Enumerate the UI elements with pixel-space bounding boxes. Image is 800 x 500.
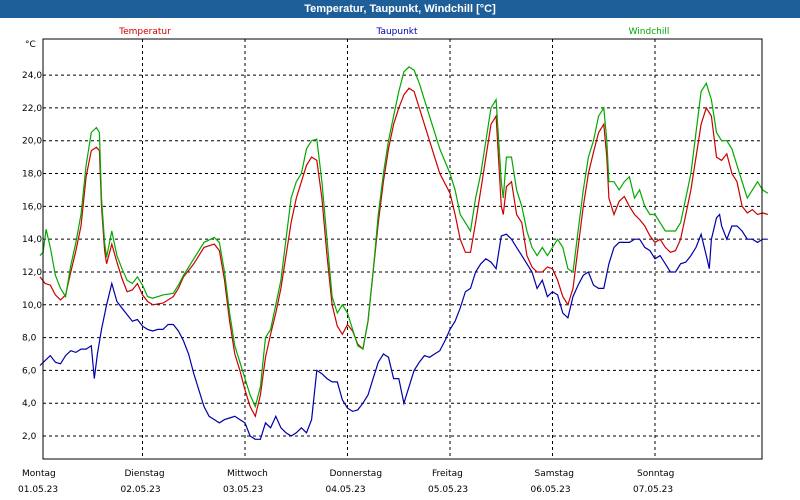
chart-title: Temperatur, Taupunkt, Windchill [°C] [0,0,800,18]
x-axis-ticks: Montag 01.05.23 Dienstag 02.05.23 Mittwoch 03… [18,469,674,495]
y-tick-label: 12,0 [22,268,42,278]
x-tick-date-label: 05.05.23 [428,485,468,495]
chart-legend: Temperatur Taupunkt Windchill [118,27,669,37]
x-tick-date-label: 02.05.23 [121,485,161,495]
y-axis-unit-label: °C [25,40,36,50]
y-tick-label: 8,0 [22,334,37,344]
y-tick-label: 2,0 [22,432,37,442]
legend-label-temperatur: Temperatur [118,27,171,37]
x-tick-day-label: Mittwoch [227,469,268,479]
y-tick-label: 6,0 [22,366,37,376]
y-tick-label: 10,0 [22,301,42,311]
x-tick-date-label: 03.05.23 [223,485,263,495]
series-line-taupunkt [39,213,768,440]
x-tick-date-label: 01.05.23 [18,485,58,495]
x-tick-day-label: Montag [22,469,56,479]
y-tick-label: 18,0 [22,170,42,180]
legend-label-windchill: Windchill [629,27,670,37]
y-tick-label: 16,0 [22,202,42,212]
y-tick-label: 20,0 [22,137,42,147]
legend-label-taupunkt: Taupunkt [375,27,418,37]
x-tick-date-label: 04.05.23 [326,485,366,495]
y-tick-label: 24,0 [22,71,42,81]
series-lines [39,66,769,440]
y-tick-label: 22,0 [22,104,42,114]
x-tick-day-label: Sonntag [637,469,674,479]
x-tick-day-label: Donnerstag [330,469,383,479]
x-tick-date-label: 07.05.23 [633,485,673,495]
x-tick-day-label: Dienstag [125,469,165,479]
plot-frame [42,38,763,460]
x-tick-date-label: 06.05.23 [531,485,571,495]
y-axis-ticks: 2,0 4,0 6,0 8,0 10,0 12,0 14,0 16,0 18,0 20,0 22,0… [22,71,42,442]
y-tick-label: 4,0 [22,399,37,409]
x-tick-day-label: Samstag [535,469,574,479]
series-line-temperatur [39,87,768,418]
series-line-windchill [39,66,769,409]
x-tick-day-label: Freitag [432,469,463,479]
y-tick-label: 14,0 [22,235,42,245]
